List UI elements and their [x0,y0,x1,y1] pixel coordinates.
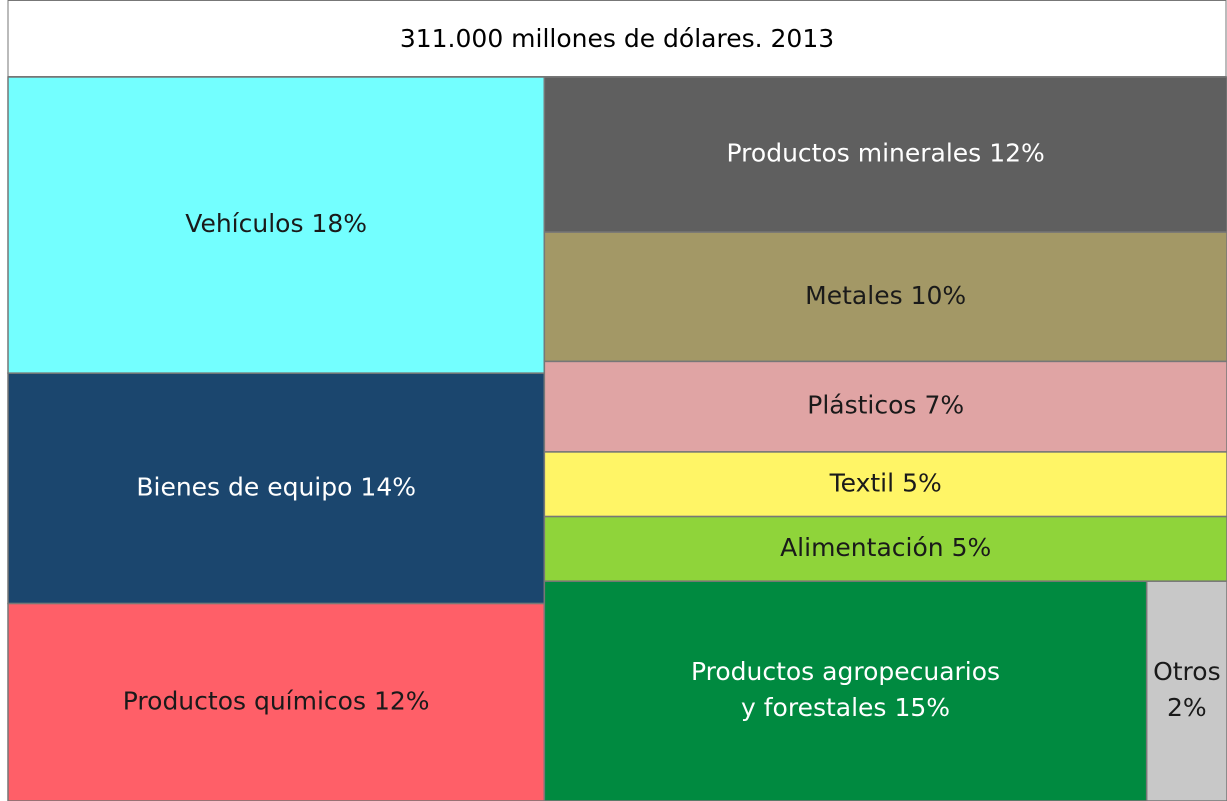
category-name: Plásticos [807,391,916,420]
tile [7,76,546,374]
category-name: Textil [829,468,894,497]
category-name: Vehículos [185,209,303,238]
value-label: 15% [894,693,950,722]
value-label: 12% [374,686,430,715]
tile [543,231,1227,363]
category-name: Bienes de equipo [136,472,352,501]
chart-title: 311.000 millones de dólares. 2013 [400,24,834,53]
tile-label: Productos agropecuarios y forestales 15% [691,657,1000,722]
category-name: Alimentación [780,533,944,562]
tile-label: Textil 5% [829,468,942,497]
value-label: 7% [924,391,964,420]
category-name: y forestales [741,693,886,722]
value-label: 5% [952,533,992,562]
tile-label: Metales 10% [805,281,966,310]
category-name: Productos agropecuarios [691,657,1000,686]
value-label: 18% [311,209,367,238]
tile [1145,580,1227,801]
tile-label: Otros 2% [1153,657,1221,722]
tile [7,602,546,801]
category-name: Productos minerales [727,139,982,168]
tile-label: Plásticos 7% [807,391,964,420]
tile [543,451,1227,518]
value-label: 12% [989,139,1045,168]
category-name: Otros [1153,657,1221,686]
tile [543,580,1148,801]
category-name: Productos químicos [123,686,366,715]
value-label: 5% [902,468,942,497]
category-name: Metales [805,281,902,310]
tile [7,372,546,605]
tile-label: Vehículos 18% [185,209,367,238]
value-label: 10% [911,281,967,310]
tile-label: Productos minerales 12% [727,139,1045,168]
tile-label: Bienes de equipo 14% [136,472,416,501]
tile [543,76,1227,233]
tile [543,515,1227,582]
value-label: 2% [1167,693,1207,722]
title-box [7,0,1227,77]
tile-label: Alimentación 5% [780,533,991,562]
tile-label: Productos químicos 12% [123,686,430,715]
value-label: 14% [360,472,416,501]
